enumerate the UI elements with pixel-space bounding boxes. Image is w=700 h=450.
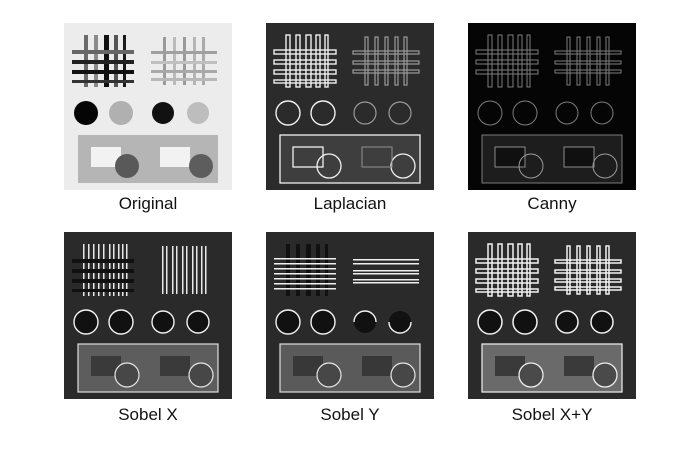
sobel-y-image [266,232,434,399]
sobel-xy-image-graphic [468,232,636,399]
sobel-y-caption: Sobel Y [320,405,380,424]
sobel-y-image-graphic [266,232,434,399]
canny-caption: Canny [527,194,577,213]
laplacian-image [266,23,434,190]
sobel-xy-caption: Sobel X+Y [511,405,593,424]
original-caption: Original [118,194,178,213]
sobel-xy-image [468,232,636,399]
canny-image [468,23,636,190]
sobel-x-image-graphic [64,232,232,399]
sobel-x-image [64,232,232,399]
original-image [64,23,232,190]
laplacian-caption: Laplacian [313,194,387,213]
canny-image-graphic [468,23,636,190]
laplacian-image-graphic [266,23,434,190]
original-image-graphic [64,23,232,190]
sobel-x-caption: Sobel X [118,405,178,424]
